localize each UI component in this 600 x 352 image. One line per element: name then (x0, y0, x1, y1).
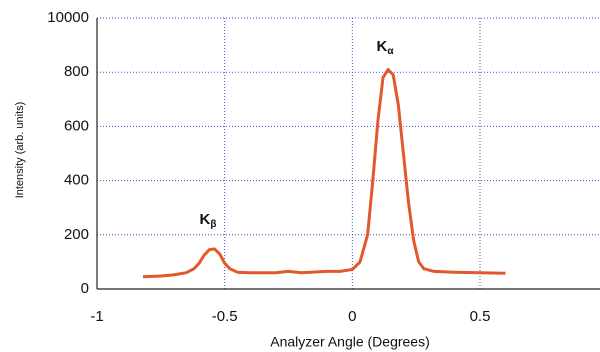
annotation-text: K (377, 38, 388, 55)
x-tick-label: -1 (90, 308, 103, 325)
annotation-subscript: β (210, 219, 216, 230)
annotation: Kα (377, 38, 395, 57)
y-tick-label: 0 (81, 280, 89, 297)
data-line (142, 68, 506, 279)
y-tick-label: 400 (64, 172, 89, 189)
y-tick-label: 200 (64, 226, 89, 243)
annotation-subscript: α (387, 46, 394, 57)
x-tick-label: 0 (348, 308, 356, 325)
annotation: Kβ (200, 211, 217, 230)
x-tick-label: -0.5 (212, 308, 238, 325)
y-axis-label: Intensity (arb. units) (14, 102, 26, 199)
y-tick-label: 10000 (47, 9, 89, 26)
y-tick-label: 600 (64, 117, 89, 134)
annotation-text: K (200, 211, 211, 228)
x-tick-label: 0.5 (470, 308, 491, 325)
x-axis-label: Analyzer Angle (Degrees) (270, 334, 430, 350)
y-tick-label: 800 (64, 63, 89, 80)
